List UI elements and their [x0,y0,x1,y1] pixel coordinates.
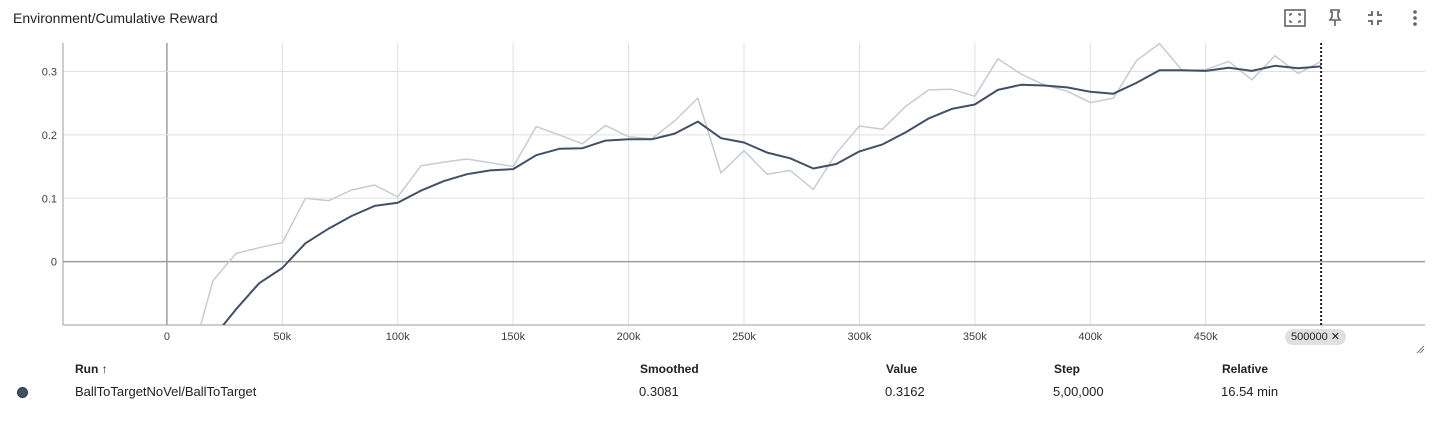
chart-toolbar [1275,6,1435,30]
step-cursor-label: 500000 [1291,331,1328,343]
x-tick-label: 250k [732,331,756,343]
column-header-relative[interactable]: Relative [1222,362,1269,376]
run-value: 0.3162 [885,384,925,399]
more-vert-icon [1413,10,1417,26]
fullscreen-icon [1284,9,1306,27]
column-header-smoothed[interactable]: Smoothed [640,362,699,376]
run-step: 5,00,000 [1053,384,1104,399]
column-header-value[interactable]: Value [886,362,918,376]
resize-handle-icon[interactable] [1415,344,1425,354]
line-chart[interactable]: 0 50k 100k 150k 200k 250k 300k 350k 400k 450k 0 0.1… [0,0,1445,360]
close-icon[interactable]: ✕ [1330,331,1340,343]
run-color-dot [17,387,28,398]
run-name: BallToTargetNoVel/BallToTarget [75,384,257,399]
column-header-step[interactable]: Step [1054,362,1081,376]
x-tick-label: 0 [164,331,170,343]
more-options-button[interactable] [1395,6,1435,30]
y-tick-label: 0 [51,257,57,269]
pin-icon [1328,9,1342,26]
x-tick-label: 100k [386,331,410,343]
x-tick-label: 350k [963,331,987,343]
collapse-button[interactable] [1355,6,1395,30]
chart-title: Environment/Cumulative Reward [13,10,218,26]
x-tick-label: 450k [1194,331,1218,343]
x-tick-label: 300k [847,331,871,343]
step-cursor-chip[interactable]: 500000 ✕ [1285,329,1346,345]
x-tick-label: 50k [273,331,291,343]
x-tick-label: 150k [501,331,525,343]
fullscreen-button[interactable] [1275,6,1315,30]
y-tick-label: 0.1 [42,193,57,205]
y-tick-label: 0.2 [42,130,57,142]
raw-series-line [199,43,1322,325]
x-tick-label: 400k [1078,331,1102,343]
run-smoothed-value: 0.3081 [639,384,679,399]
run-relative-time: 16.54 min [1221,384,1279,399]
column-header-run[interactable]: Run ↑ [75,362,108,376]
pin-button[interactable] [1315,6,1355,30]
smoothed-series-line [222,64,1322,325]
collapse-icon [1368,11,1382,25]
y-tick-label: 0.3 [42,67,57,79]
x-tick-label: 200k [617,331,641,343]
